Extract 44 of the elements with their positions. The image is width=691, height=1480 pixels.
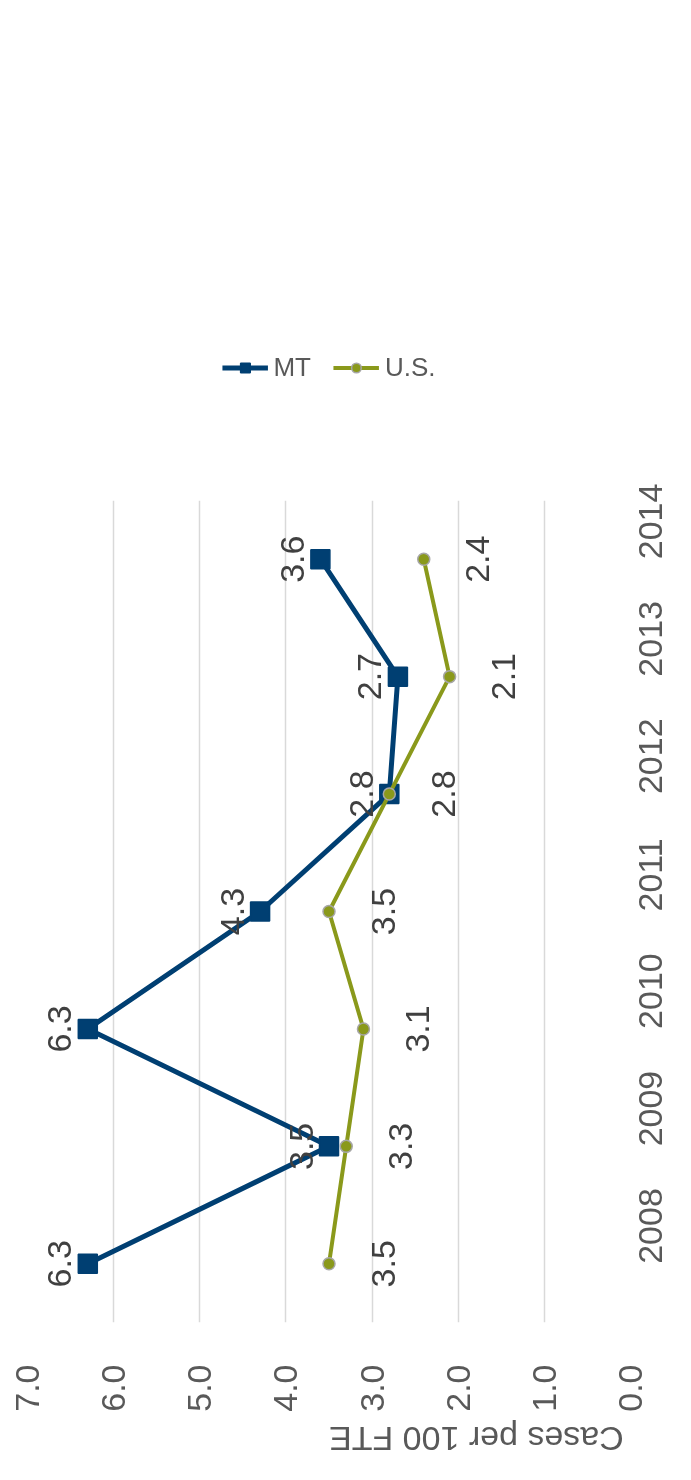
data-label: 3.5 bbox=[363, 887, 402, 936]
x-tick-label: 7.0 bbox=[8, 1364, 46, 1412]
y-tick-label: 2009 bbox=[631, 1070, 669, 1147]
point bbox=[356, 1022, 371, 1036]
data-label: 2.8 bbox=[423, 770, 462, 818]
y-tick-label: 2008 bbox=[631, 1188, 669, 1264]
data-label: 3.3 bbox=[380, 1122, 419, 1170]
x-tick-label: 6.0 bbox=[94, 1364, 133, 1412]
point bbox=[339, 1139, 353, 1154]
y-tick-label: 2014 bbox=[631, 483, 669, 560]
data-label: 4.3 bbox=[212, 887, 251, 936]
y-tick-label: 2010 bbox=[631, 953, 669, 1029]
point bbox=[249, 901, 271, 922]
x-tick-label: 1.0 bbox=[524, 1364, 563, 1412]
y-tick-label: 2011 bbox=[631, 838, 669, 912]
legend-label: MT bbox=[273, 351, 311, 383]
legend-label: U.S. bbox=[384, 351, 436, 383]
x-tick-label: 4.0 bbox=[266, 1364, 305, 1412]
point bbox=[318, 1136, 340, 1157]
data-label: 6.3 bbox=[40, 1005, 79, 1053]
data-label: 6.3 bbox=[40, 1240, 79, 1288]
data-label: 2.8 bbox=[341, 770, 380, 818]
y-tick-label: 2012 bbox=[631, 718, 669, 795]
point bbox=[387, 666, 409, 687]
point bbox=[442, 669, 457, 684]
x-tick-label: 3.0 bbox=[352, 1364, 391, 1412]
data-label: 3.1 bbox=[397, 1005, 436, 1053]
y-tick-label: 2013 bbox=[631, 601, 669, 677]
x-tick-label: 5.0 bbox=[180, 1364, 219, 1412]
data-label: 3.5 bbox=[363, 1240, 402, 1288]
data-label: 3.5 bbox=[281, 1122, 320, 1170]
data-label: 3.6 bbox=[272, 535, 311, 583]
point bbox=[322, 904, 336, 919]
data-label: 2.7 bbox=[350, 653, 389, 701]
point bbox=[77, 1018, 99, 1040]
point bbox=[310, 548, 331, 570]
x-axis-title: Cases per 100 FTE bbox=[329, 1419, 624, 1458]
point bbox=[322, 1257, 336, 1271]
x-tick-label: 2.0 bbox=[438, 1364, 477, 1412]
point bbox=[417, 552, 431, 566]
data-label: 2.1 bbox=[484, 653, 523, 701]
point bbox=[77, 1253, 99, 1275]
data-label: 2.4 bbox=[458, 535, 497, 583]
x-tick-label: 0.0 bbox=[611, 1364, 649, 1412]
